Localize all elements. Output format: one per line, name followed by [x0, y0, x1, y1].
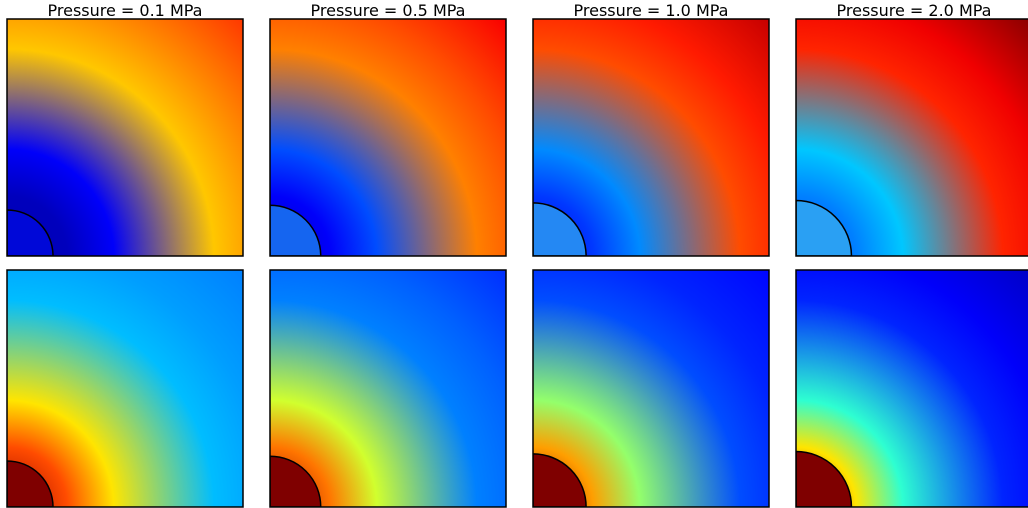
field-map: [7, 270, 243, 507]
panel-r2-c4: [795, 269, 1028, 508]
panel-r2-c3: [532, 269, 770, 508]
panel-frame: [269, 18, 507, 257]
panel-frame: [6, 18, 244, 257]
panel-grid: [6, 18, 1028, 508]
inclusion-region: [796, 199, 853, 256]
panel-r1-c4: [795, 18, 1028, 257]
panel-r2-c2: [269, 269, 507, 508]
inclusion-region: [796, 450, 853, 507]
column-title-4: Pressure = 2.0 MPa: [837, 1, 992, 20]
field-map: [533, 19, 769, 256]
column-title-2: Pressure = 0.5 MPa: [311, 1, 466, 20]
column-title-1: Pressure = 0.1 MPa: [48, 1, 203, 20]
panel-frame: [795, 269, 1028, 508]
panel-frame: [795, 18, 1028, 257]
field-map: [533, 270, 769, 507]
panel-frame: [532, 269, 770, 508]
panel-r1-c2: [269, 18, 507, 257]
field-map: [270, 270, 506, 507]
panel-r1-c1: [6, 18, 244, 257]
panel-r2-c1: [6, 269, 244, 508]
column-title-3: Pressure = 1.0 MPa: [574, 1, 729, 20]
panel-r1-c3: [532, 18, 770, 257]
panel-frame: [6, 269, 244, 508]
column-titles: Pressure = 0.1 MPa Pressure = 0.5 MPa Pres…: [48, 1, 992, 20]
panel-frame: [269, 269, 507, 508]
field-map: [270, 19, 506, 256]
field-map: [7, 19, 243, 256]
panel-frame: [532, 18, 770, 257]
